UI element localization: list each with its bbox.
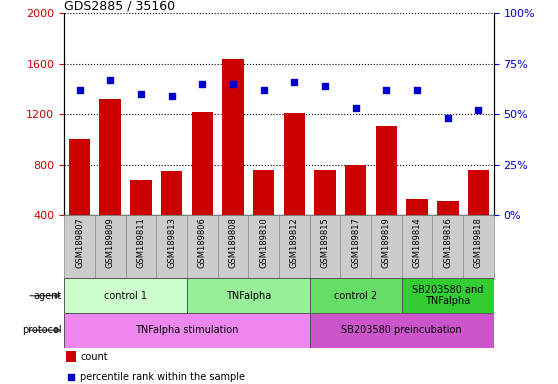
Bar <box>187 215 218 278</box>
Bar <box>371 215 402 278</box>
Text: protocol: protocol <box>22 325 61 335</box>
Bar <box>64 215 95 278</box>
Bar <box>64 278 187 313</box>
Text: GSM189808: GSM189808 <box>228 217 238 268</box>
Bar <box>463 215 494 278</box>
Bar <box>468 170 489 215</box>
Text: GSM189816: GSM189816 <box>443 217 453 268</box>
Text: count: count <box>80 352 108 362</box>
Text: TNFalpha stimulation: TNFalpha stimulation <box>135 325 239 335</box>
Text: GSM189814: GSM189814 <box>412 217 422 268</box>
Bar <box>310 278 402 313</box>
Bar <box>191 112 213 215</box>
Bar <box>187 278 310 313</box>
Text: GSM189806: GSM189806 <box>198 217 207 268</box>
Text: GSM189815: GSM189815 <box>320 217 330 268</box>
Bar <box>437 201 459 215</box>
Bar <box>310 313 494 348</box>
Bar <box>310 215 340 278</box>
Bar <box>248 215 279 278</box>
Bar <box>345 165 367 215</box>
Bar <box>376 126 397 215</box>
Bar <box>66 351 76 362</box>
Text: percentile rank within the sample: percentile rank within the sample <box>80 372 246 382</box>
Text: control 1: control 1 <box>104 291 147 301</box>
Bar <box>126 215 156 278</box>
Bar <box>95 215 126 278</box>
Text: agent: agent <box>33 291 61 301</box>
Bar <box>130 180 152 215</box>
Bar <box>99 99 121 215</box>
Text: SB203580 preincubation: SB203580 preincubation <box>341 325 462 335</box>
Text: GSM189819: GSM189819 <box>382 217 391 268</box>
Bar <box>161 171 182 215</box>
Bar <box>402 215 432 278</box>
Text: GSM189818: GSM189818 <box>474 217 483 268</box>
Text: GSM189807: GSM189807 <box>75 217 84 268</box>
Text: GSM189813: GSM189813 <box>167 217 176 268</box>
Bar <box>156 215 187 278</box>
Bar <box>283 113 305 215</box>
Text: GSM189812: GSM189812 <box>290 217 299 268</box>
Bar <box>253 170 275 215</box>
Text: GDS2885 / 35160: GDS2885 / 35160 <box>64 0 175 12</box>
Text: GSM189810: GSM189810 <box>259 217 268 268</box>
Bar <box>406 199 428 215</box>
Text: SB203580 and
TNFalpha: SB203580 and TNFalpha <box>412 285 483 306</box>
Text: GSM189817: GSM189817 <box>351 217 360 268</box>
Bar <box>402 278 494 313</box>
Bar <box>64 313 310 348</box>
Bar <box>432 215 463 278</box>
Bar <box>222 59 244 215</box>
Text: control 2: control 2 <box>334 291 377 301</box>
Bar <box>340 215 371 278</box>
Text: GSM189811: GSM189811 <box>136 217 146 268</box>
Bar <box>69 139 90 215</box>
Bar <box>218 215 248 278</box>
Bar <box>279 215 310 278</box>
Bar <box>314 170 336 215</box>
Text: GSM189809: GSM189809 <box>105 217 115 268</box>
Text: TNFalpha: TNFalpha <box>225 291 271 301</box>
